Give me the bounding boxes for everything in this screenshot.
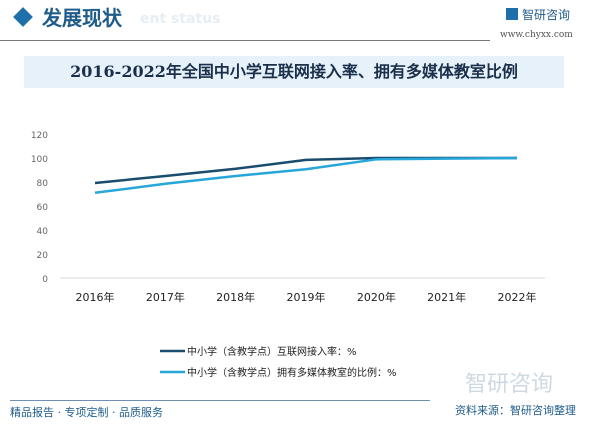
x-tick-label: 2020年 xyxy=(357,290,396,304)
legend-label: 中小学（含教学点）拥有多媒体教室的比例：% xyxy=(187,366,397,379)
series-line-2 xyxy=(94,156,518,195)
x-tick-label: 2019年 xyxy=(287,290,326,304)
logo-icon xyxy=(506,8,518,20)
logo: 智研咨询 xyxy=(506,8,570,23)
y-tick-label: 80 xyxy=(37,179,49,189)
x-tick-label: 2021年 xyxy=(427,290,466,304)
footer-slogan: 精品报告 · 专项定制 · 品质服务 xyxy=(10,406,163,419)
legend-label: 中小学（含教学点）互联网接入率：% xyxy=(187,345,357,358)
x-tick-label: 2022年 xyxy=(498,290,537,304)
chart-title: 2016-2022年全国中小学互联网接入率、拥有多媒体教室比例 xyxy=(24,56,564,88)
x-tick-label: 2018年 xyxy=(216,290,255,304)
y-tick-label: 100 xyxy=(31,155,48,165)
y-tick-label: 40 xyxy=(37,227,49,237)
site-url: www.chyxx.com xyxy=(500,30,573,40)
y-tick-label: 0 xyxy=(42,275,48,285)
header-subtitle: ent status xyxy=(140,11,221,27)
y-tick-label: 120 xyxy=(31,131,48,141)
header-divider xyxy=(0,40,490,41)
watermark: 智研咨询 xyxy=(465,372,554,397)
y-tick-label: 20 xyxy=(37,251,49,261)
header-title: 发展现状 xyxy=(42,6,122,30)
logo-text: 智研咨询 xyxy=(522,8,571,22)
footer-divider xyxy=(10,400,430,401)
y-tick-label: 60 xyxy=(37,203,49,213)
x-tick-label: 2016年 xyxy=(76,290,115,304)
source-note: 资料来源：智研咨询整理 xyxy=(455,404,576,417)
x-tick-label: 2017年 xyxy=(146,290,185,304)
